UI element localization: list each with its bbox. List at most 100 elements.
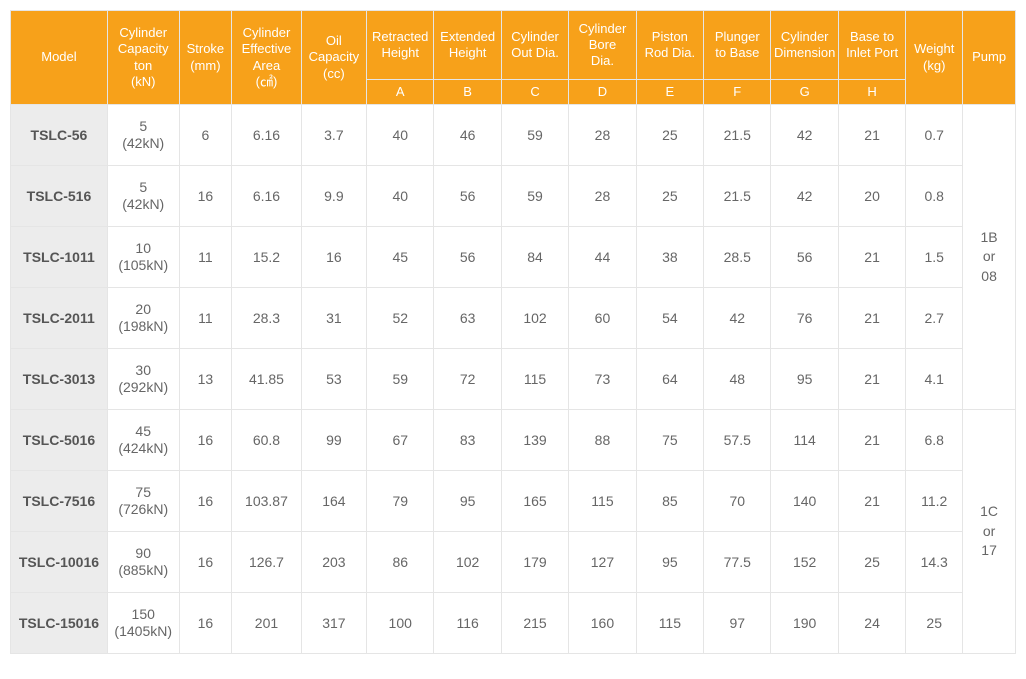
- spec-table: Model CylinderCapacityton(kN) Stroke(mm)…: [10, 10, 1016, 654]
- hdr-plunger: Plungerto Base: [704, 11, 771, 80]
- cell-col-E: 54: [636, 288, 703, 349]
- cell-pump: 1Bor08: [963, 105, 1016, 410]
- cell-col-B: 83: [434, 410, 501, 471]
- cell-model: TSLC-15016: [11, 593, 108, 654]
- hdr-D: D: [569, 80, 636, 105]
- cell-col-A: 67: [367, 410, 434, 471]
- cell-col-A: 59: [367, 349, 434, 410]
- table-header: Model CylinderCapacityton(kN) Stroke(mm)…: [11, 11, 1016, 105]
- cell-col-B: 46: [434, 105, 501, 166]
- cell-col-A: 86: [367, 532, 434, 593]
- cell-col-E: 95: [636, 532, 703, 593]
- table-row: TSLC-301330(292kN)1341.85535972115736448…: [11, 349, 1016, 410]
- cell-col-D: 44: [569, 227, 636, 288]
- cell-col-D: 88: [569, 410, 636, 471]
- cell-weight: 14.3: [906, 532, 963, 593]
- cell-col-H: 20: [838, 166, 905, 227]
- cell-col-F: 57.5: [704, 410, 771, 471]
- cell-col-A: 40: [367, 105, 434, 166]
- cell-col-C: 139: [501, 410, 568, 471]
- cell-oil: 99: [301, 410, 366, 471]
- cell-col-G: 42: [771, 166, 838, 227]
- cell-col-E: 75: [636, 410, 703, 471]
- cell-stroke: 16: [179, 593, 232, 654]
- cell-col-G: 56: [771, 227, 838, 288]
- cell-capacity: 75(726kN): [107, 471, 179, 532]
- cell-col-F: 77.5: [704, 532, 771, 593]
- cell-col-G: 140: [771, 471, 838, 532]
- cell-model: TSLC-10016: [11, 532, 108, 593]
- table-row: TSLC-5165(42kN)166.169.9405659282521.542…: [11, 166, 1016, 227]
- cell-area: 60.8: [232, 410, 302, 471]
- cell-col-H: 21: [838, 288, 905, 349]
- hdr-model: Model: [11, 11, 108, 105]
- cell-col-C: 59: [501, 105, 568, 166]
- hdr-C: C: [501, 80, 568, 105]
- cell-col-C: 59: [501, 166, 568, 227]
- cell-model: TSLC-7516: [11, 471, 108, 532]
- cell-col-B: 72: [434, 349, 501, 410]
- cell-col-E: 38: [636, 227, 703, 288]
- cell-col-D: 28: [569, 105, 636, 166]
- hdr-extended: ExtendedHeight: [434, 11, 501, 80]
- cell-col-D: 127: [569, 532, 636, 593]
- cell-col-H: 21: [838, 105, 905, 166]
- cell-oil: 317: [301, 593, 366, 654]
- cell-stroke: 13: [179, 349, 232, 410]
- cell-col-E: 85: [636, 471, 703, 532]
- cell-col-H: 25: [838, 532, 905, 593]
- cell-oil: 164: [301, 471, 366, 532]
- cell-capacity: 20(198kN): [107, 288, 179, 349]
- cell-capacity: 5(42kN): [107, 166, 179, 227]
- cell-oil: 203: [301, 532, 366, 593]
- cell-col-B: 95: [434, 471, 501, 532]
- cell-col-C: 102: [501, 288, 568, 349]
- cell-capacity: 10(105kN): [107, 227, 179, 288]
- hdr-piston: PistonRod Dia.: [636, 11, 703, 80]
- cell-col-H: 24: [838, 593, 905, 654]
- cell-col-E: 64: [636, 349, 703, 410]
- cell-col-B: 56: [434, 227, 501, 288]
- cell-model: TSLC-5016: [11, 410, 108, 471]
- cell-weight: 11.2: [906, 471, 963, 532]
- cell-area: 15.2: [232, 227, 302, 288]
- cell-col-B: 102: [434, 532, 501, 593]
- cell-col-C: 179: [501, 532, 568, 593]
- cell-col-E: 25: [636, 166, 703, 227]
- cell-area: 6.16: [232, 166, 302, 227]
- cell-oil: 3.7: [301, 105, 366, 166]
- hdr-oil: OilCapacity(cc): [301, 11, 366, 105]
- cell-col-F: 21.5: [704, 166, 771, 227]
- table-body: TSLC-565(42kN)66.163.7404659282521.54221…: [11, 105, 1016, 654]
- cell-col-G: 76: [771, 288, 838, 349]
- cell-col-H: 21: [838, 227, 905, 288]
- cell-col-D: 115: [569, 471, 636, 532]
- cell-capacity: 30(292kN): [107, 349, 179, 410]
- hdr-G: G: [771, 80, 838, 105]
- cell-col-H: 21: [838, 349, 905, 410]
- cell-col-D: 60: [569, 288, 636, 349]
- cell-col-F: 48: [704, 349, 771, 410]
- cell-col-C: 84: [501, 227, 568, 288]
- cell-col-F: 21.5: [704, 105, 771, 166]
- cell-col-F: 42: [704, 288, 771, 349]
- hdr-retracted: RetractedHeight: [367, 11, 434, 80]
- cell-oil: 31: [301, 288, 366, 349]
- cell-weight: 25: [906, 593, 963, 654]
- cell-oil: 16: [301, 227, 366, 288]
- cell-stroke: 16: [179, 166, 232, 227]
- cell-col-B: 116: [434, 593, 501, 654]
- table-row: TSLC-1001690(885kN)16126.720386102179127…: [11, 532, 1016, 593]
- table-row: TSLC-501645(424kN)1660.8996783139887557.…: [11, 410, 1016, 471]
- cell-area: 103.87: [232, 471, 302, 532]
- cell-weight: 2.7: [906, 288, 963, 349]
- cell-col-A: 40: [367, 166, 434, 227]
- cell-col-C: 165: [501, 471, 568, 532]
- cell-capacity: 5(42kN): [107, 105, 179, 166]
- cell-weight: 1.5: [906, 227, 963, 288]
- cell-oil: 53: [301, 349, 366, 410]
- cell-stroke: 16: [179, 471, 232, 532]
- cell-model: TSLC-2011: [11, 288, 108, 349]
- cell-capacity: 150(1405kN): [107, 593, 179, 654]
- cell-capacity: 45(424kN): [107, 410, 179, 471]
